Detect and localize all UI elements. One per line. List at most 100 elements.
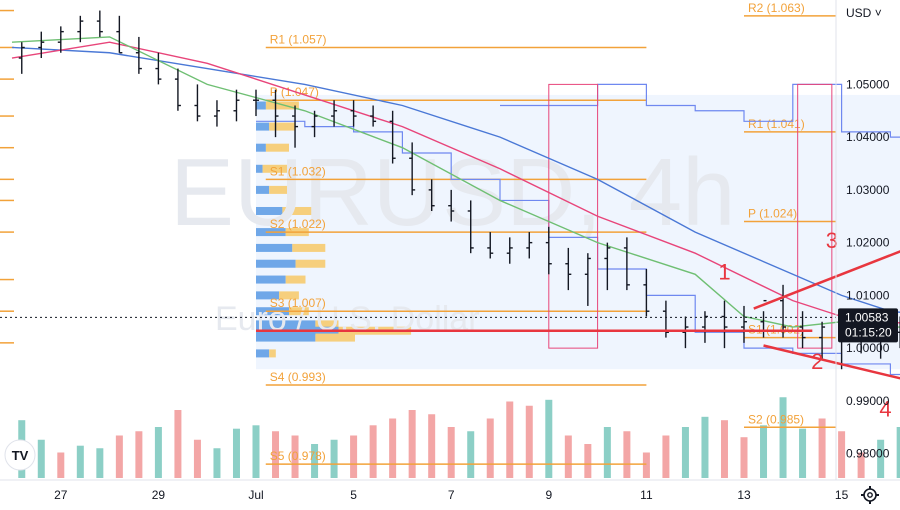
volume-bar	[818, 418, 826, 478]
volume-bar	[525, 405, 533, 478]
volume-profile-bar	[256, 291, 280, 300]
volume-profile-bar	[256, 206, 283, 215]
wave-label: 4	[879, 397, 891, 422]
volume-bar	[720, 420, 728, 478]
price-tick-label: 1.00000	[846, 341, 890, 355]
volume-profile-bar	[256, 243, 293, 252]
volume-bar	[877, 439, 885, 478]
volume-profile-bar	[265, 143, 289, 152]
currency-selector[interactable]: USD ˅	[846, 6, 882, 20]
volume-bar	[896, 427, 900, 478]
pivot-label: R2 (1.063)	[748, 1, 805, 15]
volume-profile-bar	[256, 349, 270, 358]
volume-bar	[272, 431, 280, 478]
price-tick-label: 1.03000	[846, 183, 890, 197]
volume-profile-bar	[256, 143, 266, 152]
volume-profile-bar	[295, 259, 326, 268]
trend-lines[interactable]	[256, 240, 900, 388]
countdown-timer: 01:15:20	[845, 325, 892, 339]
volume-profile-bar	[315, 333, 355, 342]
volume-bar	[37, 439, 45, 478]
price-tick-label: 1.05000	[846, 77, 890, 91]
volume-bar	[701, 416, 709, 478]
volume-bar	[506, 401, 514, 478]
watermark-name: Euro / U.S. Dollar	[215, 300, 480, 338]
time-tick-label: 29	[152, 488, 166, 502]
trend-line[interactable]	[753, 240, 900, 310]
pivot-label: S5 (0.978)	[270, 449, 326, 463]
pivot-label: S1 (1.032)	[270, 164, 326, 178]
volume-profile-bar	[256, 320, 316, 329]
time-tick-label: 11	[640, 488, 653, 502]
wave-labels: 1 2 3 4	[718, 228, 891, 422]
volume-bar	[154, 427, 162, 478]
price-tick-label: 1.02000	[846, 236, 890, 250]
volume-bar	[642, 452, 650, 478]
tradingview-logo[interactable]: TV	[4, 439, 36, 471]
volume-profile-bar	[269, 349, 276, 358]
volume-bar	[369, 425, 377, 478]
volume-bar	[584, 444, 592, 478]
price-tick-label: 1.04000	[846, 130, 890, 144]
price-tick-label: 1.01000	[846, 288, 890, 302]
volume-bar	[232, 428, 240, 478]
volume-bar	[350, 435, 358, 478]
last-price-value: 1.00583	[845, 310, 889, 324]
volume-bar	[760, 425, 768, 478]
volume-histogram	[18, 397, 900, 478]
volume-bar	[662, 435, 670, 478]
volume-bar	[799, 428, 807, 478]
volume-profile-bar	[256, 275, 286, 284]
time-tick-label: Jul	[248, 488, 263, 502]
volume-bar	[389, 418, 397, 478]
chevron-down-icon: ˅	[874, 6, 882, 20]
price-axis[interactable]: 1.05000 1.04000 1.03000 1.02000 1.01000 1.000…	[846, 77, 890, 460]
volume-profile-bar	[262, 164, 293, 173]
pivot-levels: R2 (1.063)R1 (1.057)P (1.047)R1 (1.041)S…	[265, 1, 836, 465]
volume-profile-bar	[282, 206, 316, 215]
wave-label: 2	[811, 349, 823, 374]
trend-line[interactable]	[763, 344, 900, 387]
volume-profile-bar	[292, 243, 326, 252]
volume-bar	[603, 427, 611, 478]
last-price-tag-bg	[838, 308, 898, 343]
time-tick-label: 27	[54, 488, 68, 502]
volume-bar	[838, 431, 846, 478]
volume-bar	[486, 418, 494, 478]
currency-label: USD	[846, 6, 872, 20]
volume-bar	[76, 445, 84, 478]
volume-profile-bar	[256, 164, 263, 173]
logo-text: TV	[12, 448, 29, 463]
volume-bar	[545, 399, 553, 478]
volume-bar	[467, 431, 475, 478]
volume-bar	[57, 452, 65, 478]
volume-bar	[135, 431, 143, 478]
volume-bar	[447, 427, 455, 478]
volume-bar	[408, 410, 416, 478]
pivot-label: P (1.024)	[748, 207, 797, 221]
pivot-label: S2 (0.985)	[748, 412, 804, 426]
volume-bar	[311, 444, 319, 478]
time-tick-label: 13	[737, 488, 751, 502]
volume-bar	[96, 448, 104, 478]
volume-bar	[115, 435, 123, 478]
volume-profile-bar	[265, 101, 299, 110]
volume-profile-bar	[315, 320, 339, 329]
time-tick-label: 5	[350, 488, 357, 502]
left-pivot-stubs	[0, 9, 14, 344]
gear-icon[interactable]	[861, 486, 879, 504]
volume-profile-bar	[269, 185, 296, 194]
time-axis[interactable]: 2729Jul57911131518	[54, 488, 900, 502]
volume-bar	[623, 431, 631, 478]
price-tick-label: 0.98000	[846, 447, 890, 461]
volume-bar	[740, 437, 748, 478]
volume-bar	[330, 439, 338, 478]
volume-profile-bar	[285, 275, 306, 284]
time-tick-label: 15	[835, 488, 849, 502]
band-line	[500, 83, 900, 138]
volume-profile-bar	[256, 122, 270, 131]
volume-bar	[428, 414, 436, 478]
volume-profile-bar	[279, 291, 299, 300]
pivot-label: R1 (1.057)	[270, 32, 327, 46]
